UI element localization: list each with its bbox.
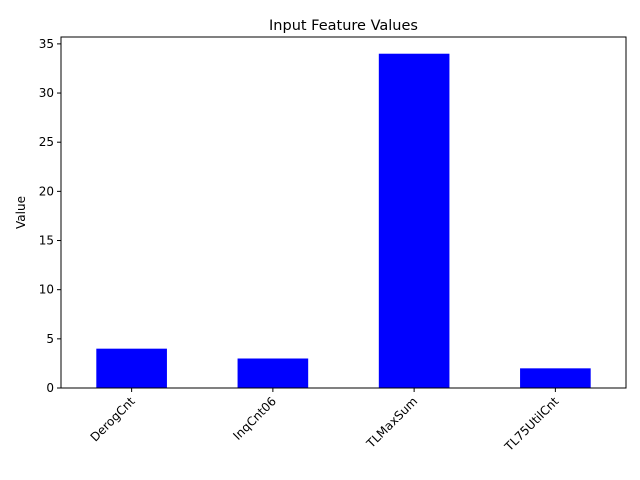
y-tick-label: 25 — [39, 135, 54, 149]
bar-inqcnt06 — [237, 358, 309, 388]
y-axis-label: Value — [14, 196, 28, 229]
y-tick-label: 0 — [46, 381, 54, 395]
bar-tlmaxsum — [378, 53, 450, 388]
y-axis-ticks: 0 5 10 15 20 25 30 35 — [39, 37, 61, 395]
chart-title: Input Feature Values — [269, 18, 418, 34]
plot-frame — [60, 36, 627, 389]
bar-tl75utilcnt — [520, 368, 591, 388]
y-tick-label: 30 — [39, 86, 54, 100]
y-tick-label: 20 — [39, 184, 54, 198]
y-tick-label: 10 — [39, 283, 54, 297]
y-tick-label: 5 — [46, 332, 54, 346]
y-tick-label: 15 — [39, 234, 54, 248]
y-tick-label: 35 — [39, 37, 54, 51]
bars-group — [96, 53, 591, 388]
bar-derogcnt — [96, 348, 167, 388]
